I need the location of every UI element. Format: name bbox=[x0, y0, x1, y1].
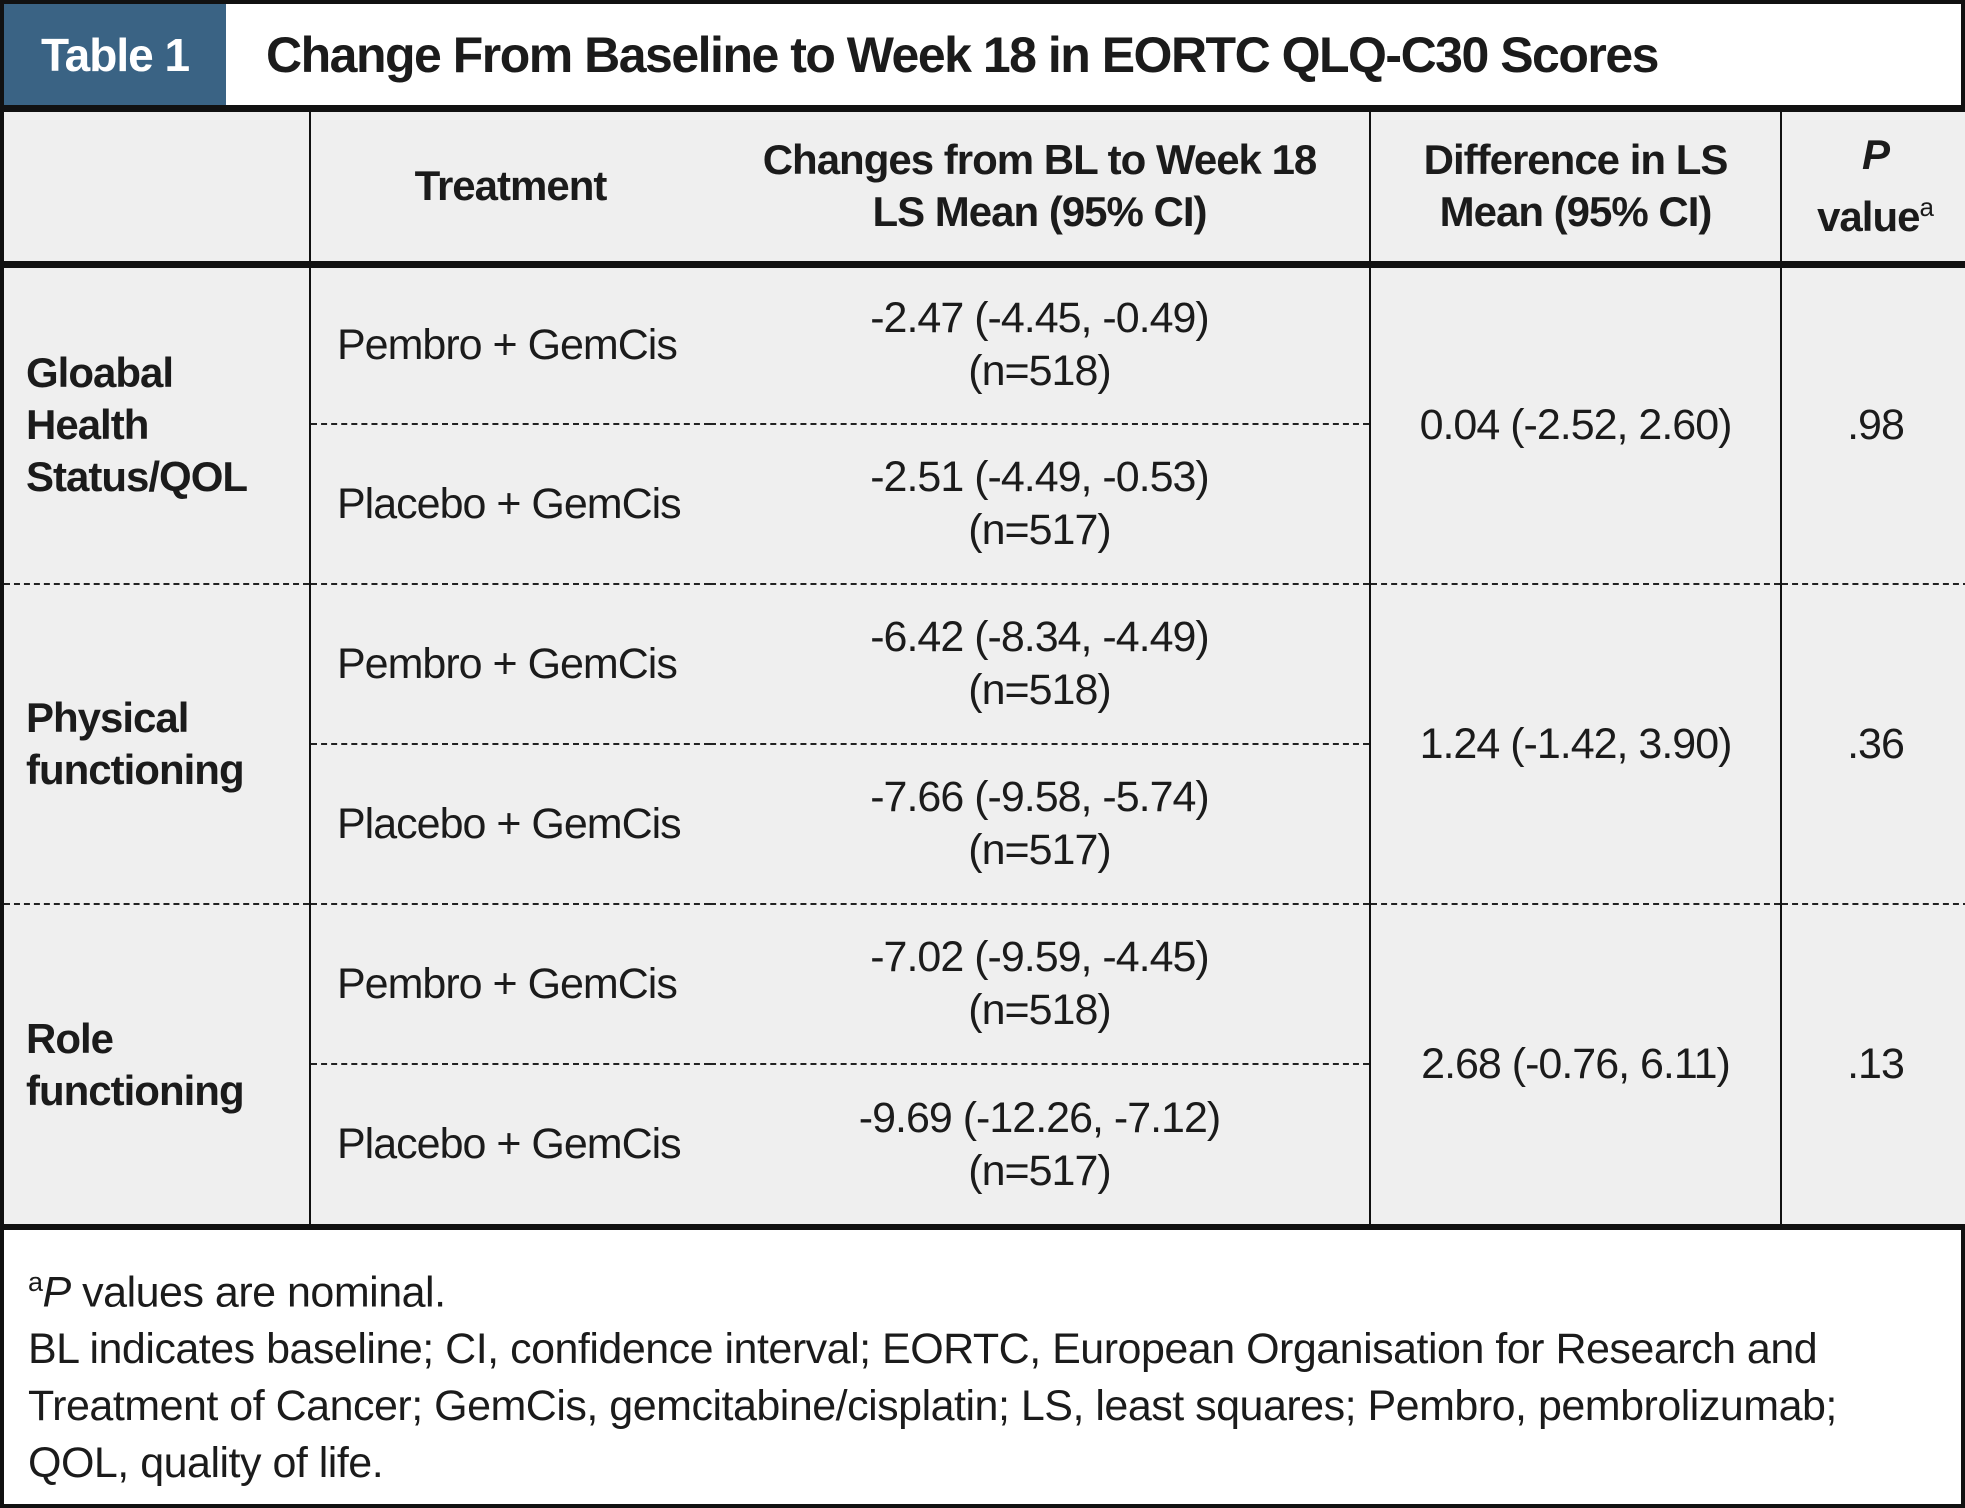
change-value: -6.42 (-8.34, -4.49) bbox=[870, 613, 1210, 661]
p-value-cell: .36 bbox=[1780, 584, 1965, 905]
table-row: Gloabal Health Status/QOL Pembro + GemCi… bbox=[4, 264, 1965, 585]
header-empty-cell bbox=[4, 112, 310, 264]
header-difference: Difference in LS Mean (95% CI) bbox=[1369, 112, 1781, 264]
footnote-note-a: aP values are nominal. bbox=[28, 1254, 1935, 1321]
change-cell: -7.02 (-9.59, -4.45) (n=518) bbox=[710, 904, 1370, 1065]
change-n: (n=517) bbox=[968, 826, 1111, 874]
p-value-cell: .13 bbox=[1780, 904, 1965, 1224]
group-label-role-functioning: Role functioning bbox=[26, 1014, 245, 1114]
header-p-line1: P bbox=[1861, 131, 1890, 179]
difference-cell: 1.24 (-1.42, 3.90) bbox=[1369, 584, 1781, 905]
header-changes-line1: Changes from BL to Week 18 bbox=[762, 136, 1318, 184]
table-row: Placebo + GemCis -7.66 (-9.58, -5.74) (n… bbox=[4, 744, 1965, 905]
header-difference-line1: Difference in LS bbox=[1423, 136, 1729, 184]
difference-cell: 2.68 (-0.76, 6.11) bbox=[1369, 904, 1781, 1224]
header-changes-line2: LS Mean (95% CI) bbox=[872, 188, 1207, 236]
header-p-value: P valuea bbox=[1780, 112, 1965, 264]
footnote: aP values are nominal. BL indicates base… bbox=[4, 1224, 1961, 1504]
difference-cell: 0.04 (-2.52, 2.60) bbox=[1369, 264, 1781, 585]
group-label-physical-functioning: Physical functioning bbox=[4, 584, 310, 905]
table-row: Role functioning Pembro + GemCis -7.02 (… bbox=[4, 904, 1965, 1224]
header-changes: Changes from BL to Week 18 LS Mean (95% … bbox=[710, 112, 1370, 264]
change-value: -2.47 (-4.45, -0.49) bbox=[870, 294, 1210, 343]
group-label-global-health: Gloabal Health Status/QOL bbox=[4, 264, 310, 585]
treatment-cell: Placebo + GemCis bbox=[309, 1064, 710, 1224]
change-cell: -2.47 (-4.45, -0.49) (n=518) bbox=[710, 264, 1370, 425]
data-table: Treatment Changes from BL to Week 18 LS … bbox=[4, 112, 1965, 1224]
table-title: Change From Baseline to Week 18 in EORTC… bbox=[266, 26, 1659, 83]
change-n: (n=517) bbox=[968, 506, 1111, 554]
footnote-superscript-a: a bbox=[28, 1267, 43, 1297]
change-n: (n=518) bbox=[968, 347, 1111, 396]
title-divider bbox=[4, 105, 1961, 112]
header-p-superscript: a bbox=[1919, 192, 1934, 223]
header-difference-line2: Mean (95% CI) bbox=[1439, 188, 1713, 236]
treatment-cell: Pembro + GemCis bbox=[309, 264, 710, 425]
change-n: (n=518) bbox=[968, 986, 1111, 1034]
change-cell: -9.69 (-12.26, -7.12) (n=517) bbox=[710, 1064, 1370, 1224]
footnote-abbreviations: BL indicates baseline; CI, confidence in… bbox=[28, 1325, 1837, 1488]
change-cell: -7.66 (-9.58, -5.74) (n=517) bbox=[710, 744, 1370, 905]
treatment-cell: Placebo + GemCis bbox=[309, 424, 710, 585]
change-n: (n=517) bbox=[968, 1146, 1111, 1195]
p-value-cell: .98 bbox=[1780, 264, 1965, 585]
treatment-cell: Placebo + GemCis bbox=[309, 744, 710, 905]
title-bar: Table 1 Change From Baseline to Week 18 … bbox=[4, 4, 1961, 105]
footnote-p-symbol: P bbox=[42, 1268, 72, 1317]
treatment-cell: Pembro + GemCis bbox=[309, 584, 710, 745]
change-value: -9.69 (-12.26, -7.12) bbox=[858, 1093, 1221, 1142]
change-value: -2.51 (-4.49, -0.53) bbox=[870, 453, 1210, 501]
footnote-note-a-text: values are nominal. bbox=[70, 1268, 446, 1317]
change-value: -7.66 (-9.58, -5.74) bbox=[870, 773, 1210, 821]
header-row: Treatment Changes from BL to Week 18 LS … bbox=[4, 112, 1965, 264]
table-row: Placebo + GemCis -9.69 (-12.26, -7.12) (… bbox=[4, 1064, 1965, 1224]
change-cell: -6.42 (-8.34, -4.49) (n=518) bbox=[710, 584, 1370, 745]
table-row: Physical functioning Pembro + GemCis -6.… bbox=[4, 584, 1965, 905]
header-treatment: Treatment bbox=[309, 112, 710, 264]
treatment-cell: Pembro + GemCis bbox=[309, 904, 710, 1065]
change-cell: -2.51 (-4.49, -0.53) (n=517) bbox=[710, 424, 1370, 585]
change-value: -7.02 (-9.59, -4.45) bbox=[870, 933, 1210, 981]
table-row: Placebo + GemCis -2.51 (-4.49, -0.53) (n… bbox=[4, 424, 1965, 585]
change-n: (n=518) bbox=[968, 666, 1111, 714]
header-p-line2: valuea bbox=[1817, 192, 1934, 241]
table-number-badge: Table 1 bbox=[4, 4, 226, 105]
